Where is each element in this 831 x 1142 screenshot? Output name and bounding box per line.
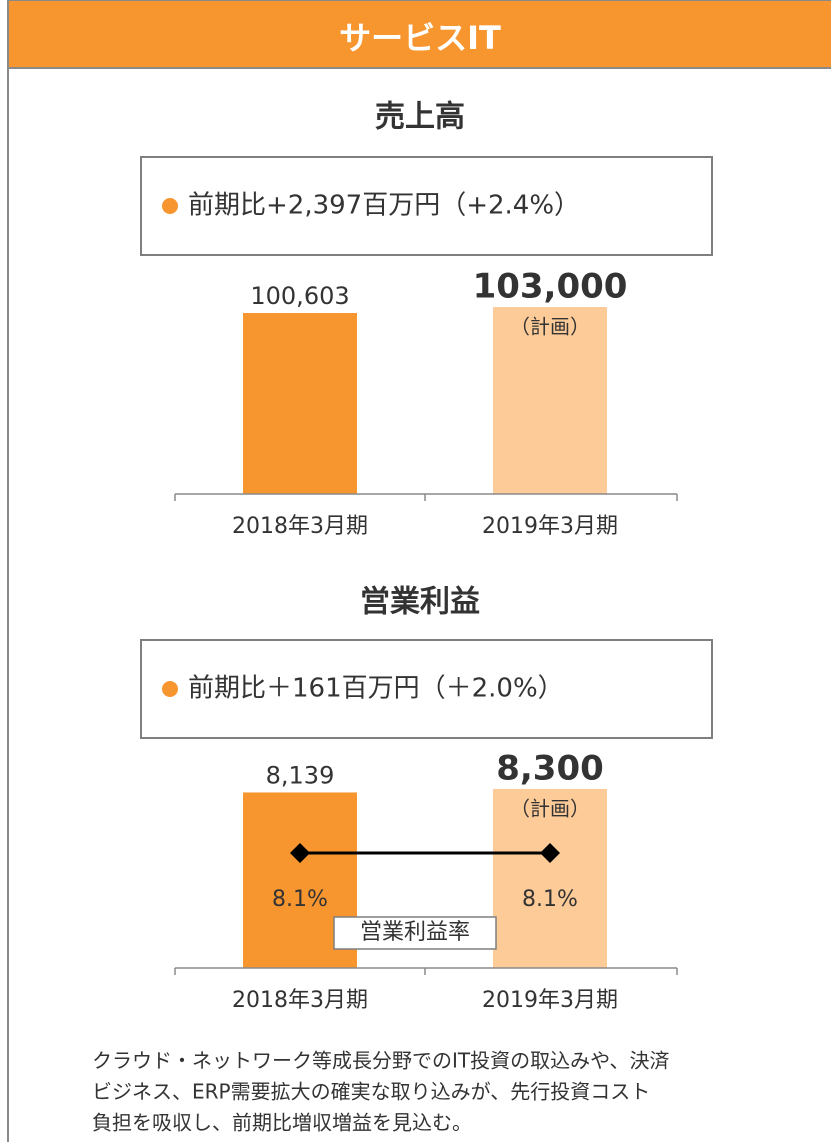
line-value-label: 8.1%: [272, 887, 328, 912]
bar: [493, 788, 607, 968]
x-tick-label: 2019年3月期: [482, 988, 618, 1013]
bar: [493, 307, 607, 494]
legend-box: [333, 916, 497, 950]
annotation: 前期比+2,397百万円（+2.4%）: [188, 191, 580, 221]
annotation-bullet: [162, 198, 178, 214]
value-label: 8,300: [496, 748, 604, 788]
line-marker: [540, 843, 560, 864]
note-line: クラウド・ネットワーク等成長分野でのIT投資の取込みや、決済: [92, 1049, 670, 1073]
value-note: （計画）: [510, 315, 590, 339]
note-line: ビジネス、ERP需要拡大の確実な取り込みが、先行投資コスト: [92, 1080, 650, 1104]
value-label: 8,139: [266, 761, 335, 789]
value-label: 100,603: [250, 282, 349, 310]
line-marker: [290, 843, 310, 864]
x-tick-label: 2019年3月期: [482, 514, 618, 539]
annotation-box: [140, 156, 713, 256]
x-tick-label: 2018年3月期: [232, 988, 368, 1013]
annotation: 前期比＋161百万円（＋2.0%）: [188, 674, 564, 704]
header-title: サービスIT: [339, 19, 501, 57]
line-value-label: 8.1%: [522, 887, 578, 912]
value-label: 103,000: [473, 267, 628, 307]
value-note: （計画）: [510, 796, 590, 820]
legend-label: 営業利益率: [360, 920, 470, 945]
chart-title: 売上高: [375, 100, 465, 135]
annotation-box: [140, 639, 713, 739]
chart-title: 営業利益: [360, 585, 480, 620]
note-line: 負担を吸収し、前期比増収増益を見込む。: [92, 1111, 472, 1135]
bar: [243, 313, 357, 494]
x-tick-label: 2018年3月期: [232, 514, 368, 539]
annotation-bullet: [162, 681, 178, 697]
header-band: [7, 0, 831, 69]
